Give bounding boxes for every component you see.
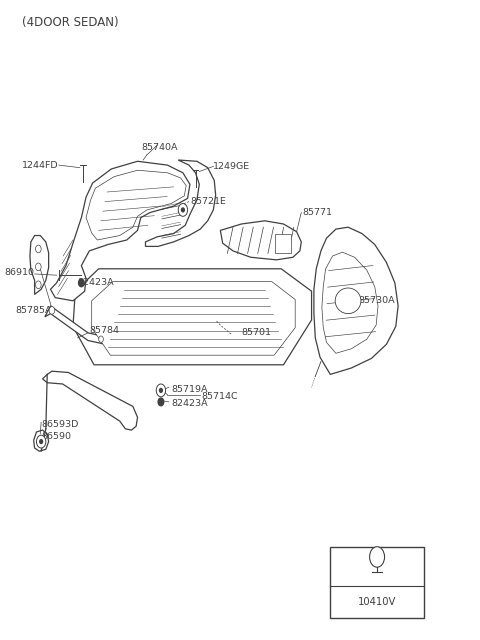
Text: 82423A: 82423A <box>78 278 114 287</box>
Circle shape <box>159 388 162 392</box>
Circle shape <box>178 204 188 216</box>
Circle shape <box>158 398 164 406</box>
Ellipse shape <box>335 288 361 314</box>
Polygon shape <box>34 430 48 451</box>
Polygon shape <box>92 282 295 355</box>
Polygon shape <box>30 236 48 294</box>
Text: 85730A: 85730A <box>359 296 395 305</box>
Circle shape <box>156 384 166 397</box>
Circle shape <box>36 263 41 271</box>
Circle shape <box>370 547 384 567</box>
Circle shape <box>181 208 184 212</box>
Circle shape <box>40 440 43 444</box>
Text: 1249GE: 1249GE <box>213 162 251 171</box>
Polygon shape <box>220 221 301 260</box>
Polygon shape <box>322 252 378 353</box>
Text: (4DOOR SEDAN): (4DOOR SEDAN) <box>22 16 118 29</box>
Text: 10410V: 10410V <box>358 596 396 607</box>
Text: 85701: 85701 <box>241 328 271 337</box>
Text: 82423A: 82423A <box>171 399 208 408</box>
Text: 85771: 85771 <box>302 208 332 217</box>
Text: 86593D: 86593D <box>41 420 79 429</box>
Circle shape <box>36 435 46 448</box>
Text: 85785A: 85785A <box>15 306 52 315</box>
Circle shape <box>49 307 55 314</box>
Bar <box>275 234 291 253</box>
Circle shape <box>79 279 84 287</box>
Text: 1244FD: 1244FD <box>22 161 59 170</box>
Polygon shape <box>314 227 398 374</box>
Text: 85740A: 85740A <box>141 143 178 152</box>
Text: 85721E: 85721E <box>190 197 226 206</box>
Polygon shape <box>43 371 138 430</box>
Text: 86910: 86910 <box>5 268 35 276</box>
Text: 85719A: 85719A <box>171 385 208 394</box>
Polygon shape <box>50 161 190 301</box>
Polygon shape <box>45 306 138 351</box>
Circle shape <box>36 281 41 289</box>
Text: 85714C: 85714C <box>202 392 238 401</box>
Polygon shape <box>73 269 312 365</box>
Text: 86590: 86590 <box>41 432 71 441</box>
Circle shape <box>99 336 103 342</box>
Circle shape <box>36 245 41 253</box>
Bar <box>330 547 424 618</box>
Polygon shape <box>145 160 216 246</box>
Text: 85784: 85784 <box>89 326 120 335</box>
Polygon shape <box>86 170 186 240</box>
